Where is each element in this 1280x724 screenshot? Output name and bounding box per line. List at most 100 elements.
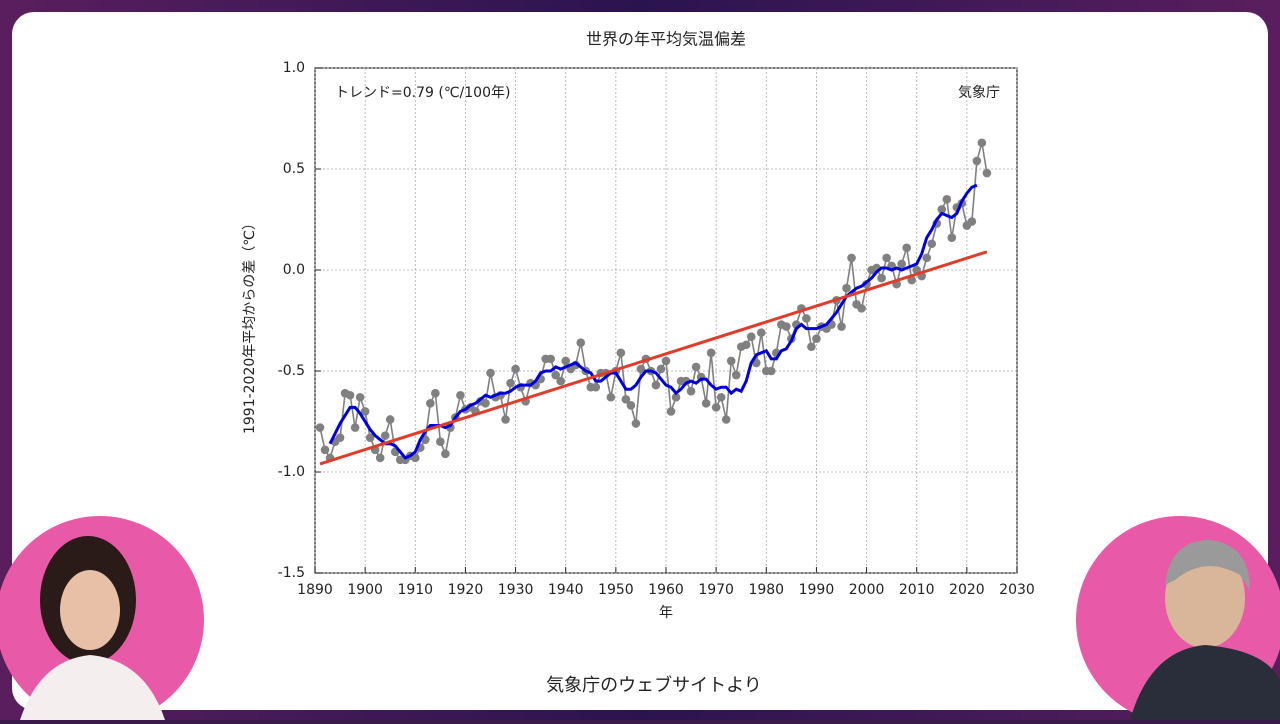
data-point	[686, 386, 696, 396]
data-point	[511, 364, 520, 374]
data-point	[691, 362, 701, 372]
source-note: 気象庁	[958, 85, 1000, 101]
data-point	[320, 445, 330, 455]
data-point	[947, 233, 957, 242]
data-point	[701, 399, 711, 408]
data-point	[556, 376, 565, 386]
data-point	[501, 415, 510, 424]
data-point	[666, 407, 676, 416]
x-tick-label: 2010	[899, 582, 935, 598]
data-point	[626, 401, 636, 410]
data-point	[360, 407, 370, 416]
data-point	[441, 449, 450, 459]
x-axis-label: 年	[659, 605, 673, 621]
data-point	[345, 390, 355, 400]
data-point	[812, 334, 821, 343]
data-point	[456, 390, 465, 400]
data-point	[731, 370, 741, 380]
data-point	[967, 217, 977, 226]
data-point	[486, 368, 495, 378]
data-point	[706, 348, 716, 358]
data-point	[355, 392, 365, 402]
data-point	[385, 415, 395, 424]
data-point	[807, 342, 816, 352]
x-tick-label: 1900	[347, 582, 383, 598]
data-point	[561, 356, 571, 366]
data-point	[721, 415, 731, 424]
data-point	[711, 403, 721, 412]
data-point	[365, 433, 375, 442]
x-tick-label: 2020	[949, 582, 985, 598]
data-point	[616, 348, 626, 358]
grid: 1890 1900 1910 1920 1930 1940 1950 1960 1970 1980…	[278, 60, 1035, 598]
data-point	[756, 328, 766, 337]
x-tick-label: 2000	[849, 582, 885, 598]
data-point	[877, 273, 886, 283]
data-point	[716, 392, 726, 402]
y-tick-label: -1.5	[278, 565, 305, 581]
x-tick-label: 2030	[999, 582, 1035, 598]
data-point	[481, 399, 490, 408]
presenter-right	[1076, 516, 1280, 724]
data-point	[837, 322, 846, 331]
data-point	[380, 431, 390, 440]
data-point	[847, 253, 856, 263]
x-tick-label: 1980	[748, 582, 784, 598]
x-tick-label: 1940	[548, 582, 584, 598]
data-point	[942, 195, 952, 204]
data-point	[335, 433, 345, 442]
data-point	[972, 156, 982, 166]
caption: 気象庁のウェブサイトより	[546, 674, 762, 696]
x-tick-label: 1960	[648, 582, 684, 598]
data-point	[591, 382, 601, 392]
data-point	[651, 380, 661, 390]
data-point	[902, 243, 911, 253]
x-tick-label: 1950	[598, 582, 634, 598]
data-point	[857, 304, 866, 313]
data-point	[431, 388, 440, 398]
data-point	[631, 419, 641, 428]
data-point	[621, 394, 631, 404]
data-point	[551, 370, 560, 380]
marks	[315, 138, 992, 466]
chart-title: 世界の年平均気温偏差	[586, 30, 746, 49]
x-tick-label: 1910	[397, 582, 433, 598]
y-tick-label: 0.5	[283, 161, 305, 177]
series-line	[319, 250, 988, 466]
x-tick-label: 1990	[799, 582, 835, 598]
data-point	[576, 338, 586, 348]
data-point	[882, 253, 891, 263]
y-tick-label: 0.0	[283, 262, 305, 278]
x-tick-label: 1920	[448, 582, 484, 598]
data-point	[606, 392, 616, 402]
y-axis-label: 1991-2020年平均からの差（℃）	[242, 216, 258, 434]
y-tick-label: -1.0	[278, 464, 305, 480]
data-point	[350, 423, 360, 432]
trend-note: トレンド=0.79 (℃/100年)	[335, 85, 510, 101]
data-point	[436, 437, 445, 447]
data-point	[410, 453, 420, 463]
data-point	[767, 366, 776, 376]
data-point	[977, 138, 987, 148]
data-point	[375, 453, 385, 463]
data-point	[315, 423, 325, 432]
data-point	[661, 356, 671, 366]
data-point	[802, 314, 811, 323]
data-point	[897, 259, 906, 269]
y-tick-label: 1.0	[283, 60, 305, 76]
data-point	[506, 378, 515, 388]
data-point	[671, 392, 681, 402]
data-point	[546, 354, 555, 364]
data-point	[741, 340, 751, 350]
x-tick-label: 1890	[297, 582, 333, 598]
data-point	[726, 356, 736, 366]
data-point	[842, 283, 851, 293]
y-tick-label: -0.5	[278, 363, 305, 379]
data-point	[636, 364, 646, 374]
data-point	[922, 253, 932, 263]
data-point	[937, 205, 947, 214]
x-tick-label: 1930	[498, 582, 534, 598]
data-point	[782, 322, 791, 331]
data-point	[746, 332, 756, 341]
